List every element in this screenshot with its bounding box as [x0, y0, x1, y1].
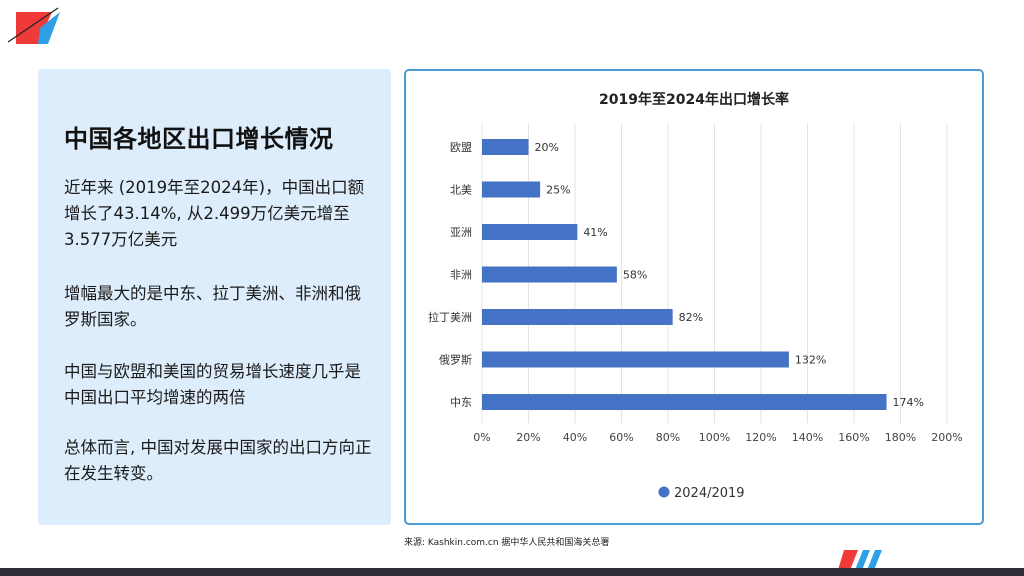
summary-paragraph-3: 中国与欧盟和美国的贸易增长速度几乎是中国出口平均增速的两倍 [64, 362, 361, 407]
summary-panel: 中国各地区出口增长情况 近年来 (2019年至2024年)，中国出口额增长了43… [38, 69, 391, 525]
bar [482, 309, 673, 325]
data-label: 20% [535, 141, 559, 154]
x-tick-label: 80% [656, 431, 680, 444]
x-tick-label: 200% [931, 431, 962, 444]
y-category-label: 北美 [450, 184, 472, 197]
summary-paragraph-4: 总体而言, 中国对发展中国家的出口方向正在发生转变。 [64, 438, 372, 483]
x-tick-label: 20% [516, 431, 540, 444]
brand-logo [7, 7, 60, 44]
y-category-label: 俄罗斯 [439, 354, 472, 367]
bar [482, 394, 887, 410]
corner-decoration [838, 550, 882, 570]
summary-paragraph-1: 近年来 (2019年至2024年)，中国出口额增长了43.14%, 从2.499… [64, 178, 365, 249]
y-category-label: 中东 [450, 396, 472, 409]
bar [482, 224, 578, 240]
data-label: 58% [623, 269, 647, 282]
x-tick-label: 60% [609, 431, 633, 444]
y-category-label: 亚洲 [450, 226, 472, 239]
x-tick-label: 140% [792, 431, 823, 444]
data-label: 41% [583, 226, 607, 239]
chart-card: 2019年至2024年出口增长率 0% 20% 40% 60% 80% 100% 120% 1… [404, 69, 984, 525]
legend-label: 2024/2019 [674, 486, 745, 501]
data-label: 82% [679, 311, 703, 324]
bottom-bar [0, 568, 1024, 576]
legend-marker [658, 486, 670, 498]
bar-chart: 0% 20% 40% 60% 80% 100% 120% 140% 160% 180% 200% 欧盟… [428, 123, 963, 501]
bar [482, 351, 789, 368]
chart-title: 2019年至2024年出口增长率 [599, 92, 789, 108]
summary-paragraph-2: 增幅最大的是中东、拉丁美洲、非洲和俄罗斯国家。 [64, 284, 361, 329]
panel-title: 中国各地区出口增长情况 [64, 125, 334, 153]
bar [482, 139, 529, 155]
y-category-label: 拉丁美洲 [428, 310, 472, 324]
x-tick-label: 120% [745, 431, 776, 444]
x-tick-label: 180% [885, 431, 916, 444]
bar [482, 181, 541, 198]
x-tick-label: 100% [699, 431, 730, 444]
source-note: 来源: Kashkin.com.cn 据中华人民共和国海关总署 [404, 538, 610, 548]
y-category-label: 非洲 [450, 269, 472, 282]
x-tick-label: 40% [563, 431, 587, 444]
data-label: 174% [893, 396, 924, 409]
y-category-label: 欧盟 [450, 141, 472, 154]
data-label: 132% [795, 354, 826, 367]
data-label: 25% [546, 184, 570, 197]
bar [482, 266, 617, 283]
x-tick-label: 160% [838, 431, 869, 444]
x-tick-label: 0% [473, 431, 490, 444]
